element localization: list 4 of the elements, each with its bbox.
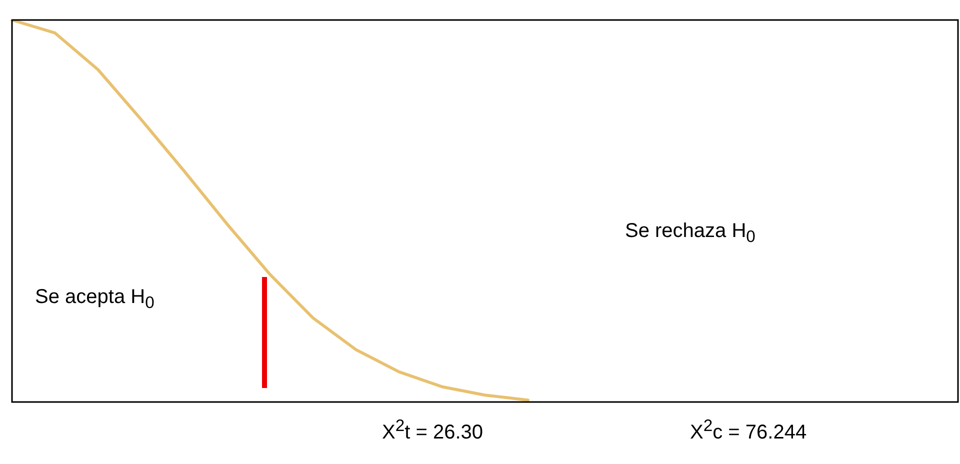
text: X$^{2}$t = 26.30 xyxy=(382,416,484,445)
annotation: Se acepta H$_{0}$ xyxy=(35,286,154,313)
text: X$^{2}$c = 76.244 xyxy=(690,416,807,445)
annotation: Se rechaza H$_{0}$ xyxy=(625,220,756,247)
